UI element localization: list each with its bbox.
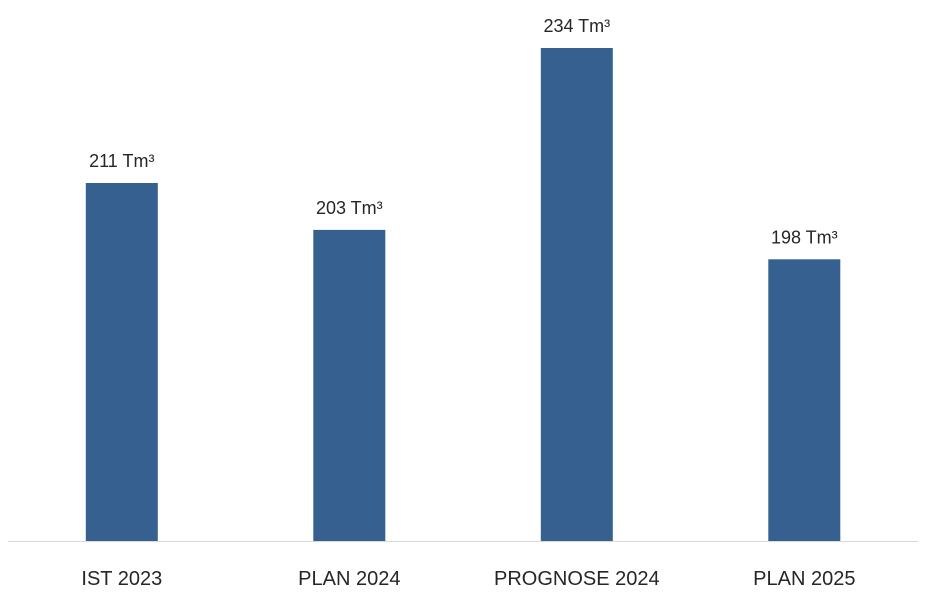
data-label-prognose-2024: 234 Tm³ (543, 16, 610, 36)
bar-ist-2023 (85, 183, 158, 541)
bar-plan-2024 (313, 229, 386, 541)
data-label-plan-2024: 203 Tm³ (316, 198, 383, 218)
x-tick-labels-group: IST 2023 PLAN 2024 PROGNOSE 2024 PLAN 2025 (81, 568, 855, 590)
bars-group (85, 48, 841, 541)
x-tick-label-plan-2024: PLAN 2024 (298, 568, 400, 589)
bar-prognose-2024 (540, 48, 613, 541)
bar-plan-2025 (768, 259, 841, 541)
data-labels-group: 211 Tm³ 203 Tm³ 234 Tm³ 198 Tm³ (89, 16, 838, 247)
x-tick-label-prognose-2024: PROGNOSE 2024 (494, 568, 660, 589)
x-tick-label-ist-2023: IST 2023 (81, 568, 162, 589)
x-tick-label-plan-2025: PLAN 2025 (753, 568, 855, 589)
data-label-plan-2025: 198 Tm³ (771, 227, 838, 247)
data-label-ist-2023: 211 Tm³ (89, 151, 154, 171)
